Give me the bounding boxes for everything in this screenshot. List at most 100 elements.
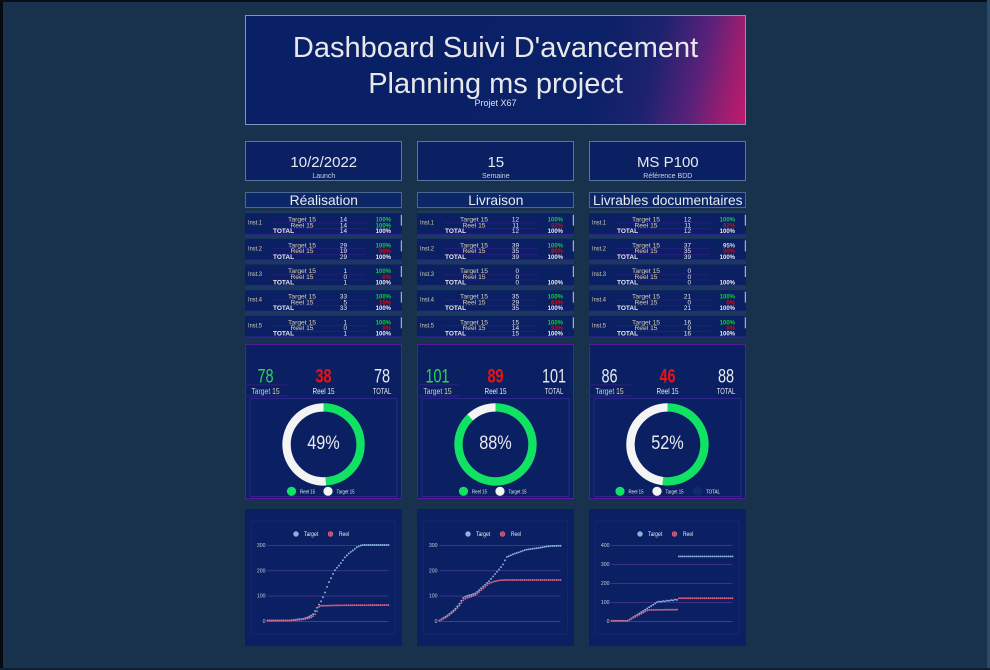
svg-text:1: 1 (344, 279, 348, 286)
svg-text:Reel: Reel (683, 532, 693, 538)
svg-text:Target 15: Target 15 (288, 294, 316, 301)
svg-text:Target 15: Target 15 (632, 319, 660, 326)
svg-text:TOTAL: TOTAL (617, 331, 638, 338)
svg-text:5: 5 (344, 299, 348, 306)
svg-text:14: 14 (340, 217, 348, 224)
svg-text:100%: 100% (720, 280, 736, 286)
svg-text:0%: 0% (727, 300, 736, 306)
svg-text:Target 15: Target 15 (666, 489, 684, 495)
svg-text:29: 29 (340, 254, 348, 261)
svg-text:0: 0 (516, 274, 520, 281)
svg-text:Inst.2: Inst.2 (248, 245, 262, 252)
svg-text:19: 19 (340, 248, 348, 255)
svg-text:83%: 83% (551, 300, 564, 306)
svg-text:Reel 15: Reel 15 (463, 223, 486, 230)
svg-text:Target 15: Target 15 (632, 242, 660, 249)
svg-text:Target 15: Target 15 (252, 385, 281, 395)
svg-text:300: 300 (601, 562, 610, 568)
svg-text:Target: Target (476, 532, 491, 538)
svg-text:TOTAL: TOTAL (273, 279, 294, 286)
svg-text:Inst.3: Inst.3 (248, 271, 262, 278)
svg-text:0%: 0% (383, 326, 392, 332)
svg-text:90%: 90% (551, 249, 564, 255)
svg-text:100%: 100% (720, 320, 736, 326)
svg-text:78: 78 (258, 366, 274, 387)
svg-text:100%: 100% (376, 243, 392, 249)
svg-text:100%: 100% (376, 224, 392, 230)
svg-text:100%: 100% (548, 229, 564, 235)
svg-text:0: 0 (688, 268, 692, 275)
svg-text:Target 15: Target 15 (460, 268, 488, 275)
svg-text:TOTAL: TOTAL (617, 279, 638, 286)
svg-text:100%: 100% (376, 280, 392, 286)
svg-text:TOTAL: TOTAL (445, 305, 466, 312)
svg-text:100%: 100% (376, 332, 392, 338)
svg-text:Reel: Reel (511, 532, 521, 538)
svg-text:33: 33 (340, 305, 348, 312)
svg-text:88: 88 (718, 366, 734, 387)
svg-text:Reel 15: Reel 15 (291, 325, 314, 332)
svg-text:200: 200 (429, 568, 438, 574)
svg-text:200: 200 (257, 568, 266, 574)
svg-text:1: 1 (344, 268, 348, 275)
svg-text:100%: 100% (548, 280, 564, 286)
svg-text:12: 12 (512, 217, 520, 224)
svg-text:TOTAL: TOTAL (706, 489, 720, 495)
svg-text:100%: 100% (376, 295, 392, 301)
svg-text:TOTAL: TOTAL (445, 254, 466, 261)
svg-text:100: 100 (601, 600, 610, 606)
svg-text:100%: 100% (548, 306, 564, 312)
svg-text:1: 1 (344, 319, 348, 326)
svg-text:TOTAL: TOTAL (373, 385, 392, 395)
svg-text:Inst.3: Inst.3 (592, 271, 606, 278)
svg-text:39: 39 (684, 254, 692, 261)
svg-text:21: 21 (684, 294, 692, 301)
svg-text:Inst.1: Inst.1 (592, 220, 606, 227)
svg-text:0%: 0% (727, 326, 736, 332)
svg-text:90%: 90% (723, 249, 736, 255)
svg-text:200: 200 (601, 581, 610, 587)
svg-text:TOTAL: TOTAL (617, 254, 638, 261)
svg-text:0: 0 (607, 619, 610, 625)
svg-text:Inst.1: Inst.1 (420, 220, 434, 227)
svg-text:100%: 100% (720, 306, 736, 312)
svg-text:0: 0 (688, 279, 692, 286)
svg-text:37: 37 (684, 242, 692, 249)
svg-text:Target 15: Target 15 (460, 217, 488, 224)
svg-text:92%: 92% (723, 224, 736, 230)
svg-text:100: 100 (429, 593, 438, 599)
svg-text:12: 12 (684, 217, 692, 224)
svg-text:Target 15: Target 15 (288, 217, 316, 224)
svg-text:95%: 95% (723, 243, 736, 249)
svg-text:Inst.4: Inst.4 (420, 297, 434, 304)
svg-text:52%: 52% (652, 432, 685, 453)
svg-text:Target 15: Target 15 (288, 319, 316, 326)
svg-text:14: 14 (340, 228, 348, 235)
svg-text:49%: 49% (308, 432, 341, 453)
svg-text:14: 14 (512, 325, 520, 332)
svg-text:TOTAL: TOTAL (273, 254, 294, 261)
svg-text:300: 300 (429, 543, 438, 549)
svg-text:16: 16 (684, 331, 692, 338)
svg-text:Reel 15: Reel 15 (635, 325, 658, 332)
svg-text:Inst.4: Inst.4 (248, 297, 262, 304)
svg-text:Target 15: Target 15 (596, 385, 625, 395)
svg-text:Target 15: Target 15 (460, 319, 488, 326)
svg-text:14: 14 (340, 223, 348, 230)
svg-text:Inst.1: Inst.1 (248, 220, 262, 227)
svg-text:100%: 100% (548, 320, 564, 326)
svg-text:Reel 15: Reel 15 (657, 385, 679, 395)
svg-text:21: 21 (684, 305, 692, 312)
svg-text:35: 35 (512, 294, 520, 301)
svg-text:35: 35 (512, 248, 520, 255)
svg-text:Target 15: Target 15 (424, 385, 453, 395)
svg-text:Inst.5: Inst.5 (592, 322, 606, 329)
svg-text:29: 29 (340, 242, 348, 249)
svg-text:TOTAL: TOTAL (617, 228, 638, 235)
svg-text:Reel 15: Reel 15 (463, 325, 486, 332)
svg-text:39: 39 (512, 242, 520, 249)
svg-text:Reel 15: Reel 15 (629, 489, 644, 495)
svg-text:101: 101 (426, 366, 450, 387)
svg-text:100%: 100% (548, 243, 564, 249)
svg-text:Reel 15: Reel 15 (463, 248, 486, 255)
